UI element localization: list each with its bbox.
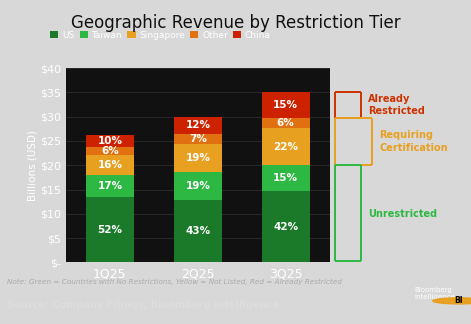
Bar bbox=[86, 197, 134, 262]
Text: Already
Restricted: Already Restricted bbox=[368, 94, 425, 116]
Text: 42%: 42% bbox=[273, 222, 298, 232]
Text: Requiring
Certification: Requiring Certification bbox=[379, 131, 448, 153]
Text: Note: Green = Countries with No Restrictions, Yellow = Not Listed, Red = Already: Note: Green = Countries with No Restrict… bbox=[7, 279, 342, 285]
Bar bbox=[174, 172, 222, 200]
Y-axis label: Billions (USD): Billions (USD) bbox=[27, 130, 37, 201]
Text: 15%: 15% bbox=[273, 173, 298, 183]
Text: Source: Company Filings, Bloomberg Intelligence: Source: Company Filings, Bloomberg Intel… bbox=[7, 300, 279, 310]
Bar bbox=[261, 166, 310, 191]
Legend: US, Taiwan, Singapore, Other, China: US, Taiwan, Singapore, Other, China bbox=[49, 30, 272, 40]
Bar bbox=[174, 145, 222, 172]
Text: 17%: 17% bbox=[97, 181, 122, 191]
Text: 10%: 10% bbox=[97, 136, 122, 146]
Text: 19%: 19% bbox=[186, 153, 210, 163]
Bar bbox=[261, 118, 310, 128]
Text: Unrestricted: Unrestricted bbox=[368, 209, 437, 219]
Bar bbox=[261, 128, 310, 166]
Text: 15%: 15% bbox=[273, 100, 298, 110]
Text: 6%: 6% bbox=[101, 146, 119, 156]
Bar bbox=[86, 135, 134, 147]
Text: Bloomberg
Intelligence: Bloomberg Intelligence bbox=[414, 287, 455, 300]
Bar bbox=[261, 92, 310, 118]
Bar bbox=[174, 134, 222, 145]
Text: Geographic Revenue by Restriction Tier: Geographic Revenue by Restriction Tier bbox=[71, 14, 400, 32]
Text: 7%: 7% bbox=[189, 134, 207, 144]
Text: 19%: 19% bbox=[186, 181, 210, 191]
Bar bbox=[174, 117, 222, 134]
Bar bbox=[86, 175, 134, 197]
Text: 16%: 16% bbox=[97, 160, 122, 170]
Text: 43%: 43% bbox=[185, 226, 211, 236]
Bar bbox=[174, 200, 222, 262]
Text: 12%: 12% bbox=[185, 121, 211, 130]
Circle shape bbox=[433, 298, 471, 304]
Text: 6%: 6% bbox=[277, 118, 295, 128]
Text: BI: BI bbox=[455, 296, 463, 305]
Text: 22%: 22% bbox=[273, 142, 298, 152]
Bar bbox=[261, 191, 310, 262]
Text: 52%: 52% bbox=[97, 225, 122, 235]
Bar bbox=[86, 155, 134, 175]
Bar bbox=[86, 147, 134, 155]
